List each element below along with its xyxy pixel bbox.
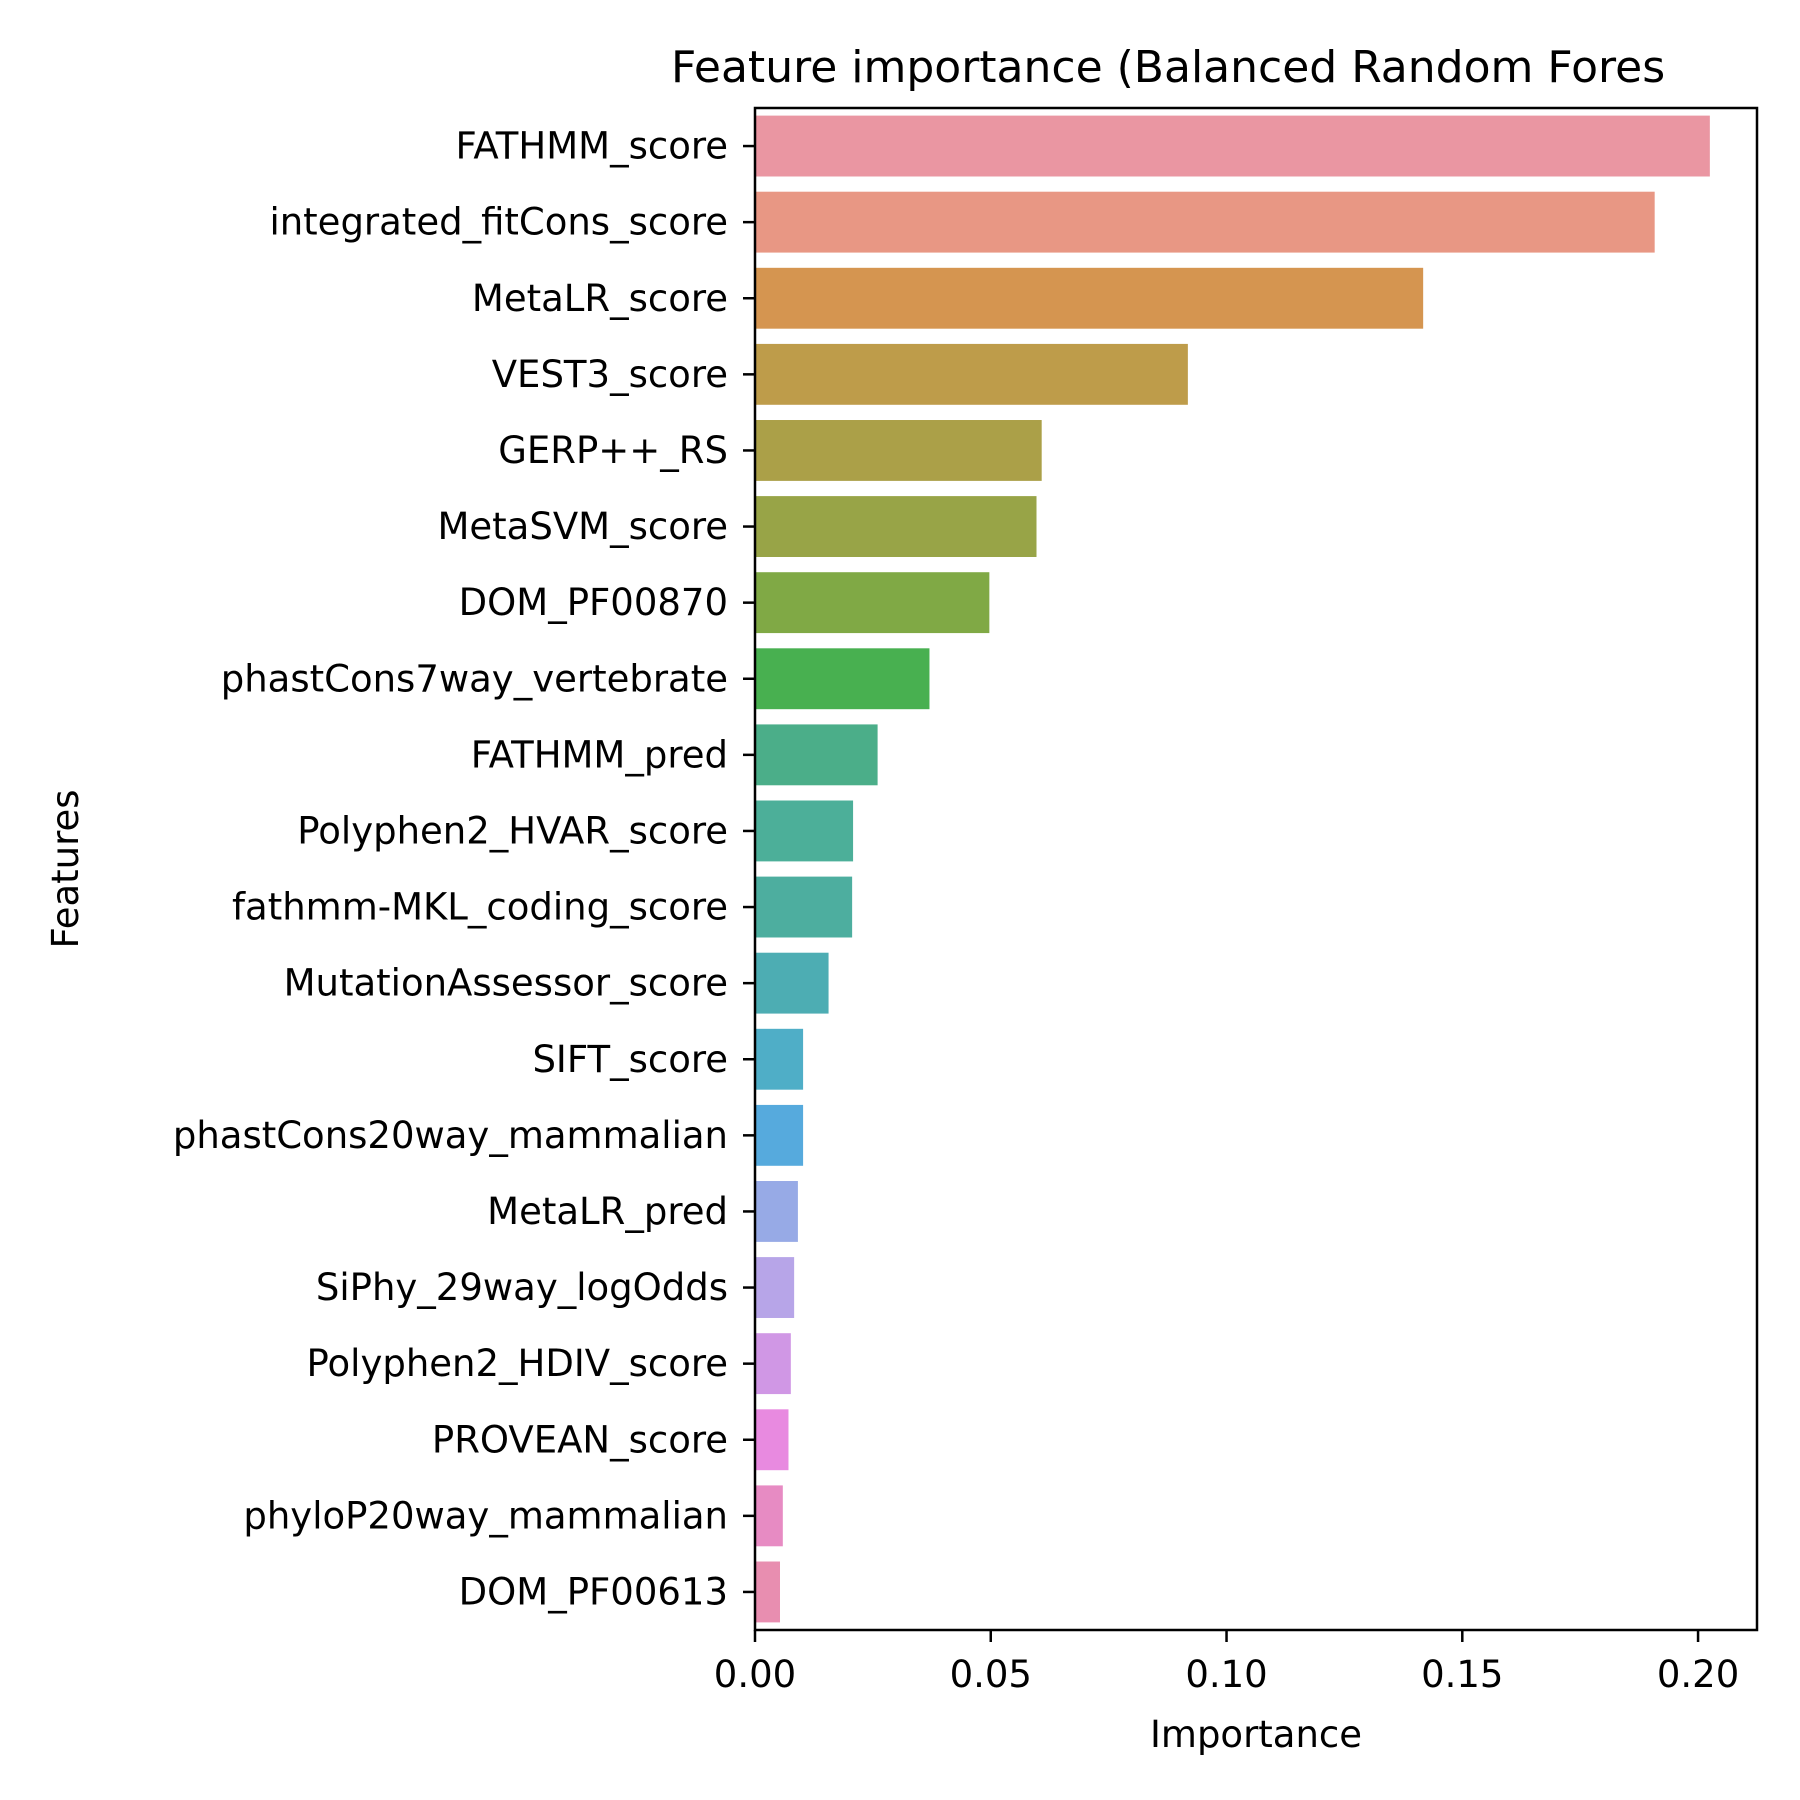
chart-title: Feature importance (Balanced Random Fore… [671,42,1665,93]
bar [755,115,1710,177]
y-tick-label: MetaLR_pred [487,1190,728,1233]
bar [755,496,1037,557]
y-tick-label: GERP++_RS [498,429,728,472]
y-tick-label: Polyphen2_HVAR_score [297,809,728,852]
bar [755,572,990,634]
bar [755,800,854,862]
x-tick-label: 0.10 [1185,1653,1267,1696]
x-axis-title: Importance [1150,1713,1362,1756]
bar [755,648,930,710]
y-tick-label: SiPhy_29way_logOdds [316,1266,728,1309]
y-tick-label: FATHMM_pred [471,733,728,776]
x-tick-label: 0.00 [714,1653,796,1696]
bar [755,1485,783,1547]
bar [755,1561,780,1623]
bar [755,952,829,1014]
bars [755,115,1710,1623]
y-tick-label: MetaSVM_score [437,505,728,548]
bar [755,1409,789,1471]
y-tick-label: MutationAssessor_score [284,962,728,1005]
bar [755,191,1655,253]
y-tick-label: MetaLR_score [472,277,728,320]
y-tick-label: Polyphen2_HDIV_score [307,1342,728,1385]
x-tick-label: 0.20 [1657,1653,1739,1696]
y-tick-label: fathmm-MKL_coding_score [232,886,728,929]
bar [755,1104,804,1166]
bar [755,1181,798,1242]
y-tick-label: DOM_PF00613 [459,1570,728,1613]
x-tick-label: 0.15 [1421,1653,1503,1696]
y-tick-label: phastCons20way_mammalian [173,1114,728,1157]
bar [755,267,1424,329]
bar [755,1257,795,1318]
y-tick-label: SIFT_score [532,1038,728,1081]
y-tick-label: VEST3_score [492,353,728,396]
bar [755,876,853,938]
y-tick-label: integrated_fitCons_score [269,201,728,244]
y-axis-title: Features [44,789,87,948]
x-tick-label: 0.05 [950,1653,1032,1696]
y-tick-label: phastCons7way_vertebrate [221,657,728,700]
y-tick-label: DOM_PF00870 [459,581,728,624]
x-axis: 0.00 0.05 0.10 0.15 0.20 [714,1630,1739,1696]
y-tick-label: phyloP20way_mammalian [243,1494,728,1537]
bar [755,343,1188,405]
bar [755,1333,791,1395]
bar [755,1028,804,1090]
y-tick-label: PROVEAN_score [432,1418,728,1461]
y-tick-label: FATHMM_score [455,125,728,168]
y-axis: FATHMM_score integrated_fitCons_score Meta… [173,125,755,1613]
plot-area-frame [753,106,1759,1632]
bar [755,420,1042,481]
bar [755,724,878,786]
